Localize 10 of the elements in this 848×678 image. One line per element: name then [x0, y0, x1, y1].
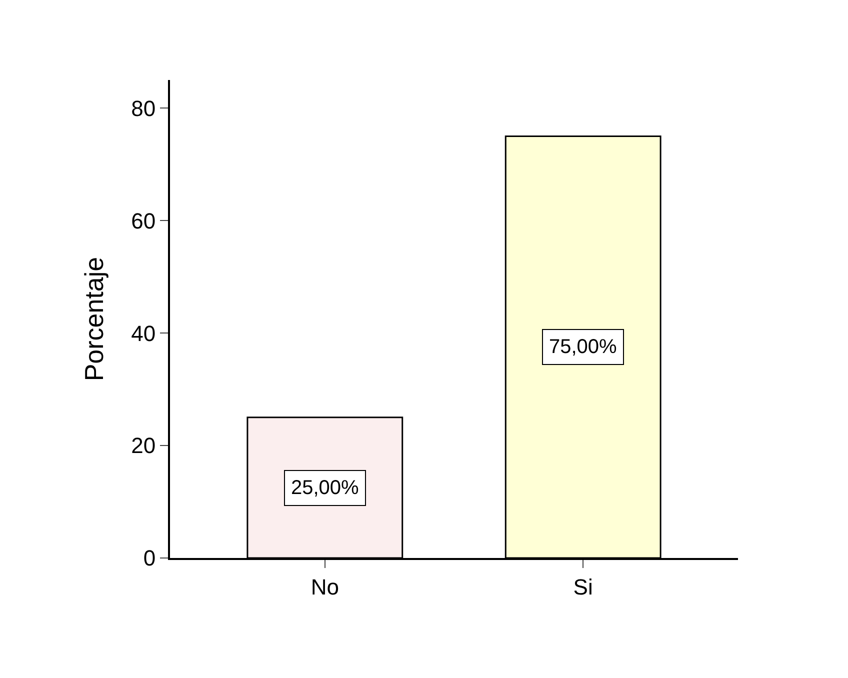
x-tick-label: Si [573, 574, 593, 600]
y-tick-label: 40 [131, 320, 156, 346]
y-tick-label: 20 [131, 433, 156, 458]
y-axis-title: Porcentaje [79, 256, 110, 382]
y-tick-label: 60 [131, 208, 156, 234]
y-tick-label: 80 [131, 96, 156, 121]
data-label: 75,00% [549, 336, 618, 358]
y-tick-label: 0 [143, 546, 156, 571]
x-tick-label: No [310, 574, 339, 600]
data-label: 25,00% [291, 477, 360, 499]
